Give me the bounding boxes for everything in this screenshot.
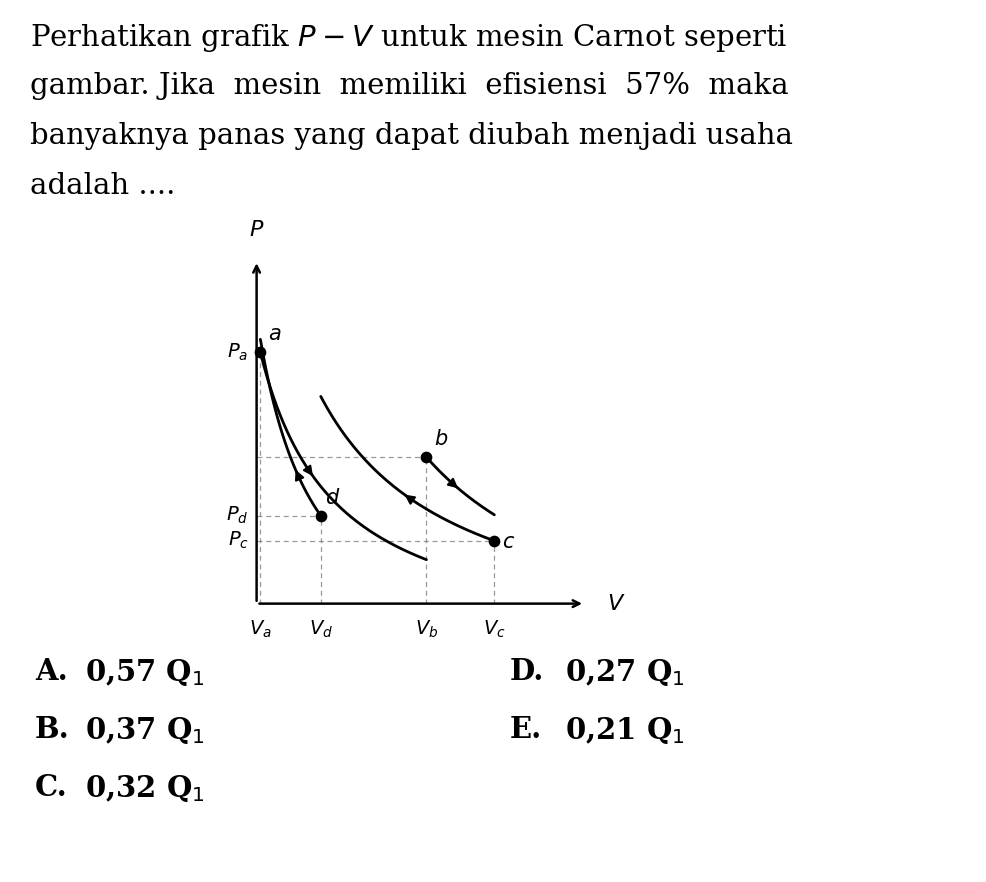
Text: $V_a$: $V_a$ [249, 618, 272, 640]
Text: $V_b$: $V_b$ [415, 618, 438, 640]
Text: Perhatikan grafik $P - V$ untuk mesin Carnot seperti: Perhatikan grafik $P - V$ untuk mesin Ca… [30, 22, 788, 54]
Text: $P$: $P$ [248, 220, 264, 241]
Text: $V$: $V$ [606, 593, 625, 615]
Text: A.: A. [35, 657, 68, 686]
Text: B.: B. [35, 715, 70, 744]
Text: gambar. Jika  mesin  memiliki  efisiensi  57%  maka: gambar. Jika mesin memiliki efisiensi 57… [30, 72, 789, 100]
Text: $P_a$: $P_a$ [228, 342, 248, 363]
Point [252, 346, 268, 360]
Text: 0,37 Q$_{1}$: 0,37 Q$_{1}$ [85, 714, 205, 745]
Point [313, 509, 328, 523]
Text: $P_c$: $P_c$ [228, 530, 248, 551]
Text: $d$: $d$ [324, 488, 340, 508]
Text: 0,27 Q$_{1}$: 0,27 Q$_{1}$ [565, 656, 684, 687]
Text: adalah ....: adalah .... [30, 172, 176, 200]
Text: $V_d$: $V_d$ [309, 618, 333, 640]
Text: banyaknya panas yang dapat diubah menjadi usaha: banyaknya panas yang dapat diubah menjad… [30, 122, 793, 150]
Text: 0,32 Q$_{1}$: 0,32 Q$_{1}$ [85, 773, 205, 804]
Text: $a$: $a$ [268, 325, 282, 345]
Point [486, 534, 502, 548]
Text: $V_c$: $V_c$ [483, 618, 506, 640]
Text: $b$: $b$ [435, 430, 449, 449]
Text: $P_d$: $P_d$ [226, 505, 248, 527]
Text: 0,57 Q$_{1}$: 0,57 Q$_{1}$ [85, 656, 204, 687]
Text: E.: E. [510, 715, 542, 744]
Text: 0,21 Q$_{1}$: 0,21 Q$_{1}$ [565, 714, 684, 745]
Point [418, 450, 434, 464]
Text: $c$: $c$ [502, 534, 516, 552]
Text: C.: C. [35, 774, 68, 803]
Text: D.: D. [510, 657, 544, 686]
